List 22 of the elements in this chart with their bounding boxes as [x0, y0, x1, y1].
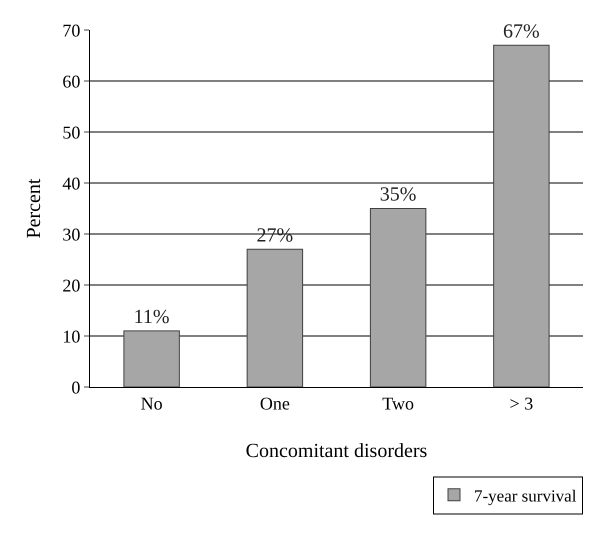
legend-label: 7-year survival [474, 486, 577, 506]
y-tick-label: 0 [71, 377, 80, 398]
y-tick-label: 20 [62, 275, 80, 296]
data-label: 35% [380, 184, 416, 206]
data-label: 67% [503, 20, 540, 42]
bar [493, 44, 550, 387]
y-tick-label: 70 [62, 20, 80, 40]
y-tick-label: 60 [62, 71, 80, 92]
x-tick-label: Two [382, 394, 414, 414]
y-tick-label: 10 [62, 326, 80, 346]
x-tick-label: > 3 [510, 394, 534, 414]
x-tick-label: No [140, 394, 163, 414]
x-axis-title: Concomitant disorders [246, 440, 428, 462]
y-tick-label: 40 [62, 173, 80, 194]
x-tick-label: One [260, 394, 290, 414]
y-tick-label: 30 [62, 224, 80, 244]
y-axis-title: Percent [23, 178, 45, 238]
bar [370, 208, 426, 387]
y-tick-label: 50 [62, 122, 80, 142]
bar [246, 248, 304, 387]
data-label: 11% [134, 306, 170, 328]
bar [123, 330, 180, 387]
